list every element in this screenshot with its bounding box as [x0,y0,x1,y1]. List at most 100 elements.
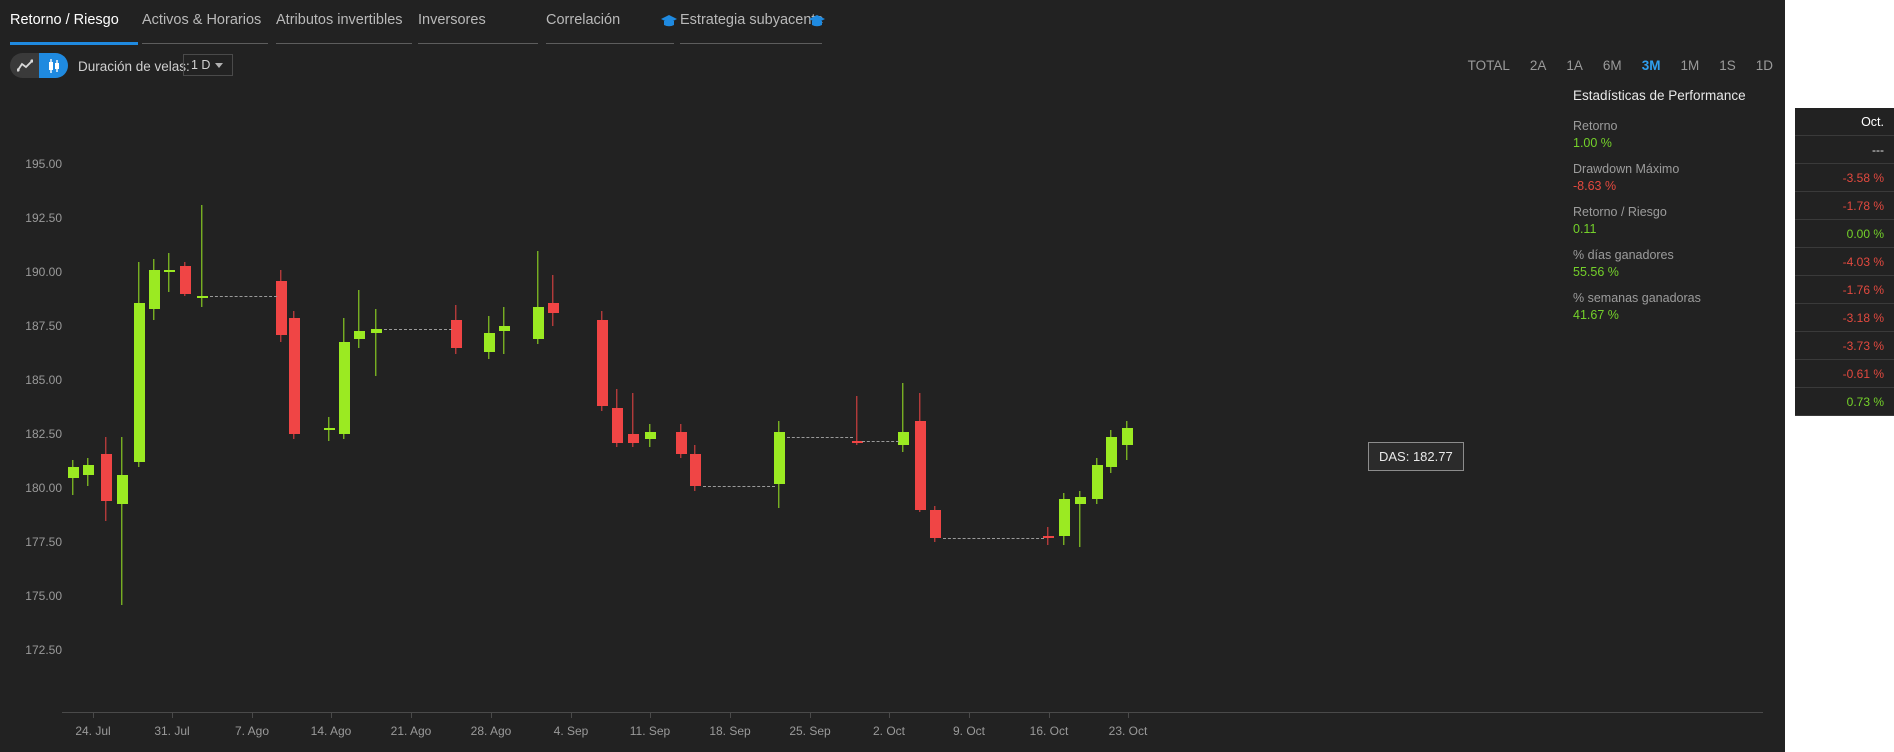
candlestick[interactable] [450,92,462,712]
candlestick[interactable] [370,92,382,712]
stat-item: Retorno 1.00 % [1573,119,1773,150]
candle-body [323,427,335,431]
candle-body [532,306,544,340]
candlestick[interactable] [1058,92,1070,712]
candlestick[interactable] [627,92,639,712]
graduation-cap-icon [808,14,826,28]
x-axis-label: 21. Ago [390,724,432,738]
x-axis-tick [1128,712,1129,718]
candle-body [611,408,623,444]
range-selector: TOTAL 2A 1A 6M 3M 1M 1S 1D [1468,58,1773,73]
tab-activos-horarios[interactable]: Activos & Horarios [142,12,268,44]
tab-label: Atributos invertibles [276,12,403,28]
tab-underline [142,43,268,44]
candlestick[interactable] [179,92,191,712]
y-axis: 195.00 192.50 190.00 187.50 185.00 182.50 180.… [0,92,62,752]
candle-body [1058,499,1070,536]
candle-wick [358,289,360,348]
range-button-3m[interactable]: 3M [1641,58,1661,73]
candlestick[interactable] [596,92,608,712]
month-return-cell: -4.03 % [1795,248,1894,276]
stat-label: % semanas ganadoras [1573,291,1701,305]
candlestick[interactable] [929,92,941,712]
candlestick[interactable] [338,92,350,712]
tab-atributos-invertibles[interactable]: Atributos invertibles [276,12,412,44]
candle-body [914,421,926,510]
candle-body [644,432,656,439]
range-button-1a[interactable]: 1A [1566,58,1583,73]
candlestick[interactable] [611,92,623,712]
candle-body [627,434,639,444]
x-axis-label: 11. Sep [629,724,671,738]
candlestick[interactable] [323,92,335,712]
candle-wick [856,395,858,446]
candlestick[interactable] [133,92,145,712]
candle-body [133,302,145,463]
candlestick[interactable] [547,92,559,712]
candle-body [1042,535,1054,539]
range-button-total[interactable]: TOTAL [1467,58,1510,73]
candlestick[interactable] [532,92,544,712]
tab-retorno-riesgo[interactable]: Retorno / Riesgo [10,12,138,45]
candlestick[interactable] [163,92,175,712]
candlestick[interactable] [914,92,926,712]
tab-label: Estrategia subyacente [680,12,824,28]
candle-body [596,319,608,407]
plot-area[interactable]: DAS: 182.77 [62,92,1785,712]
tab-estrategia-subyacente[interactable]: Estrategia subyacente [680,12,824,44]
candle-body [1074,497,1086,504]
candlestick[interactable] [1074,92,1086,712]
candlestick[interactable] [644,92,656,712]
candle-wick [1079,490,1081,547]
candlestick[interactable] [675,92,687,712]
x-axis-tick [730,712,731,718]
candle-wick [902,382,904,452]
candle-body [675,432,687,454]
candlestick[interactable] [82,92,94,712]
tab-correlaci-n[interactable]: Correlación [546,12,674,44]
candlestick[interactable] [148,92,160,712]
chart-toolbar: Duración de velas: 1 D TOTAL 2A 1A 6M 3M 1M 1S… [0,44,1785,86]
range-button-6m[interactable]: 6M [1602,58,1622,73]
candle-wick [537,250,539,344]
candlestick[interactable] [353,92,365,712]
candlestick[interactable] [1105,92,1117,712]
candlestick[interactable] [288,92,300,712]
candlestick[interactable] [67,92,79,712]
candlestick[interactable] [275,92,287,712]
tab-inversores[interactable]: Inversores [418,12,538,44]
y-axis-label: 180.00 [25,481,62,496]
chart-type-toggle[interactable] [10,53,68,78]
candlestick[interactable] [1121,92,1133,712]
candle-body [689,453,701,487]
candle-wick [552,274,554,327]
candle-body [547,302,559,314]
range-button-1d[interactable]: 1D [1755,58,1773,73]
line-chart-toggle[interactable] [10,53,39,78]
candlestick[interactable] [1091,92,1103,712]
candlestick[interactable] [689,92,701,712]
candlestick[interactable] [196,92,208,712]
candlestick[interactable] [100,92,112,712]
candlestick[interactable] [851,92,863,712]
candle-body [1105,436,1117,467]
candlestick[interactable] [773,92,785,712]
range-button-1m[interactable]: 1M [1680,58,1700,73]
candlestick[interactable] [483,92,495,712]
duration-label: Duración de velas: [78,59,190,74]
candle-body [483,332,495,353]
candle-body [1091,464,1103,500]
candlestick[interactable] [1042,92,1054,712]
range-button-1s[interactable]: 1S [1719,58,1736,73]
candle-body [100,453,112,502]
tab-label: Activos & Horarios [142,12,262,28]
candlestick-toggle[interactable] [39,53,68,78]
candle-body [897,432,909,446]
x-axis-tick [650,712,651,718]
duration-select[interactable]: 1 D [183,54,233,76]
candlestick[interactable] [897,92,909,712]
candle-wick [632,393,634,448]
range-button-2a[interactable]: 2A [1529,58,1547,73]
candlestick[interactable] [116,92,128,712]
candlestick[interactable] [498,92,510,712]
